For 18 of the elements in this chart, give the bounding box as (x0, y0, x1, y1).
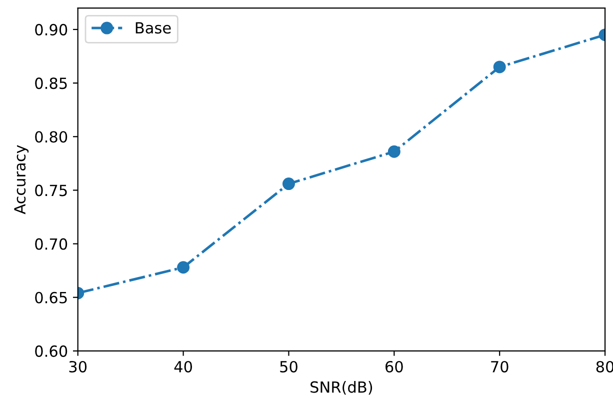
y-tick-label: 0.80 (35, 131, 68, 143)
x-axis-title: SNR(dB) (310, 381, 372, 395)
y-tick-label: 0.60 (35, 345, 68, 357)
y-tick-label: 0.70 (35, 238, 68, 250)
y-tick-label: 0.75 (35, 184, 67, 196)
x-tick-label: 60 (386, 360, 403, 372)
y-tick-label: 0.90 (35, 24, 68, 36)
y-tick-label: 0.65 (35, 292, 67, 304)
y-tick-label: 0.85 (35, 78, 67, 90)
y-axis-title: Accuracy (14, 145, 29, 214)
point (388, 145, 400, 158)
point (177, 261, 190, 274)
x-tick-label: 50 (280, 360, 298, 372)
x-tick-label: 40 (174, 360, 192, 372)
x-tick-label: 70 (491, 360, 508, 372)
legend-label: Base (136, 22, 171, 34)
x-tick-label: 30 (69, 360, 87, 372)
point (282, 178, 295, 190)
